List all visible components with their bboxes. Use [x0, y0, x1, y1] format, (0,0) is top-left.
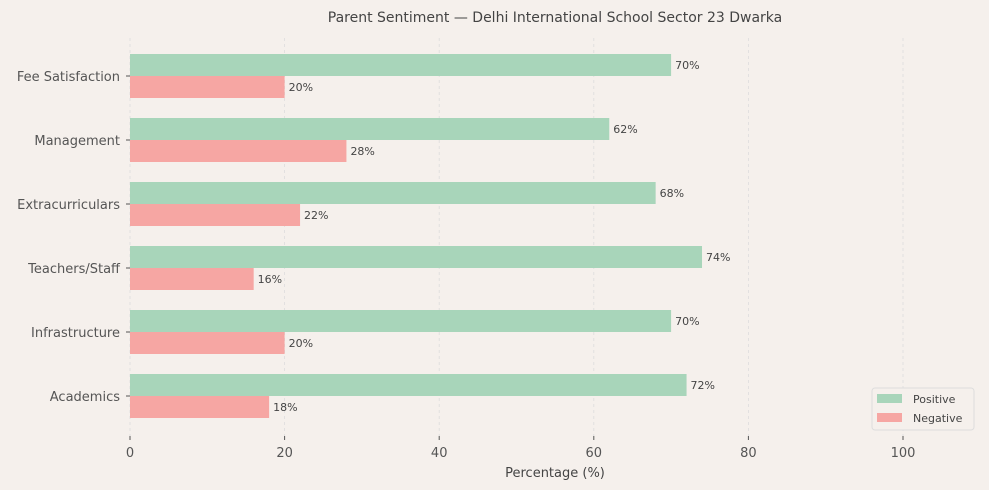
data-label: 74%: [706, 251, 730, 264]
y-tick-label: Teachers/Staff: [27, 262, 121, 277]
data-label: 18%: [273, 401, 297, 414]
data-label: 62%: [613, 123, 637, 136]
y-tick-label: Fee Satisfaction: [17, 70, 120, 85]
bar-positive: [130, 54, 672, 76]
bar-positive: [130, 118, 610, 140]
legend-label-positive: Positive: [913, 393, 956, 406]
data-label: 16%: [258, 273, 282, 286]
data-label: 68%: [660, 187, 684, 200]
bar-positive: [130, 246, 703, 268]
chart-title: Parent Sentiment — Delhi International S…: [328, 10, 783, 26]
bar-negative: [130, 396, 270, 418]
legend-swatch-negative: [877, 413, 902, 422]
x-tick-label: 100: [891, 446, 916, 461]
data-label: 70%: [675, 315, 699, 328]
bar-positive: [130, 374, 687, 396]
y-tick-label: Management: [34, 134, 120, 149]
data-label: 22%: [304, 209, 328, 222]
bar-negative: [130, 76, 285, 98]
bar-negative: [130, 204, 301, 226]
data-label: 28%: [350, 145, 374, 158]
x-axis-label: Percentage (%): [505, 466, 605, 481]
legend: Positive Negative: [871, 387, 975, 431]
y-tick-label: Academics: [50, 390, 120, 405]
x-tick-label: 80: [740, 446, 757, 461]
data-label: 70%: [675, 59, 699, 72]
x-tick-label: 40: [431, 446, 448, 461]
bar-positive: [130, 182, 656, 204]
legend-swatch-positive: [877, 394, 902, 403]
x-tick-label: 60: [586, 446, 603, 461]
data-label: 20%: [289, 81, 313, 94]
y-tick-label: Infrastructure: [31, 326, 120, 341]
data-label: 20%: [289, 337, 313, 350]
bar-negative: [130, 268, 254, 290]
bar-negative: [130, 332, 285, 354]
y-tick-label: Extracurriculars: [17, 198, 120, 213]
x-tick-label: 20: [276, 446, 293, 461]
x-tick-label: 0: [126, 446, 134, 461]
data-label: 72%: [691, 379, 715, 392]
bar-negative: [130, 140, 347, 162]
bar-positive: [130, 310, 672, 332]
legend-label-negative: Negative: [913, 412, 963, 425]
